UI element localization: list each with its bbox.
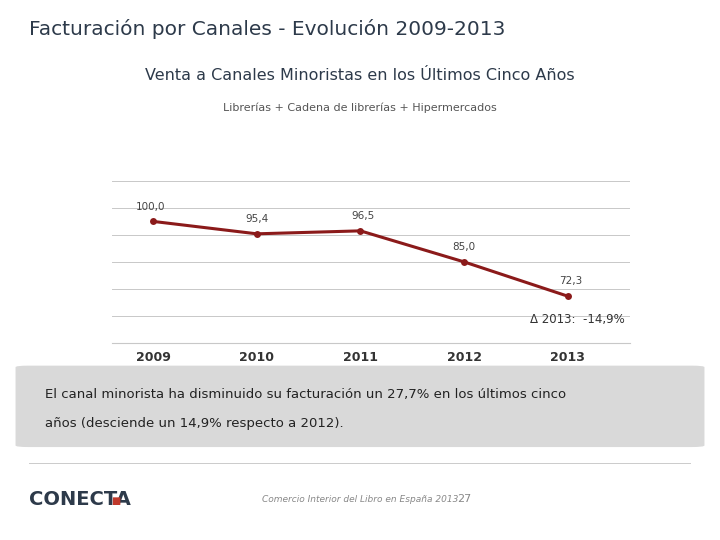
Text: CONECTA: CONECTA <box>29 490 130 509</box>
Text: 27: 27 <box>457 495 472 504</box>
Text: Comercio Interior del Libro en España 2013: Comercio Interior del Libro en España 20… <box>262 495 458 504</box>
Text: Venta a Canales Minoristas en los Últimos Cinco Años: Venta a Canales Minoristas en los Último… <box>145 68 575 83</box>
Text: 100,0: 100,0 <box>135 201 165 212</box>
Text: 85,0: 85,0 <box>453 242 476 252</box>
Text: 72,3: 72,3 <box>559 276 582 286</box>
Text: 96,5: 96,5 <box>351 211 375 221</box>
Text: ■: ■ <box>112 496 121 506</box>
FancyBboxPatch shape <box>16 366 704 447</box>
Text: Librerías + Cadena de librerías + Hipermercados: Librerías + Cadena de librerías + Hiperm… <box>223 103 497 113</box>
Text: Facturación por Canales - Evolución 2009-2013: Facturación por Canales - Evolución 2009… <box>29 19 505 39</box>
Text: Δ 2013:  -14,9%: Δ 2013: -14,9% <box>530 313 625 326</box>
Text: años (desciende un 14,9% respecto a 2012).: años (desciende un 14,9% respecto a 2012… <box>45 417 344 430</box>
Text: El canal minorista ha disminuido su facturación un 27,7% en los últimos cinco: El canal minorista ha disminuido su fact… <box>45 388 567 401</box>
Text: 95,4: 95,4 <box>245 214 269 224</box>
